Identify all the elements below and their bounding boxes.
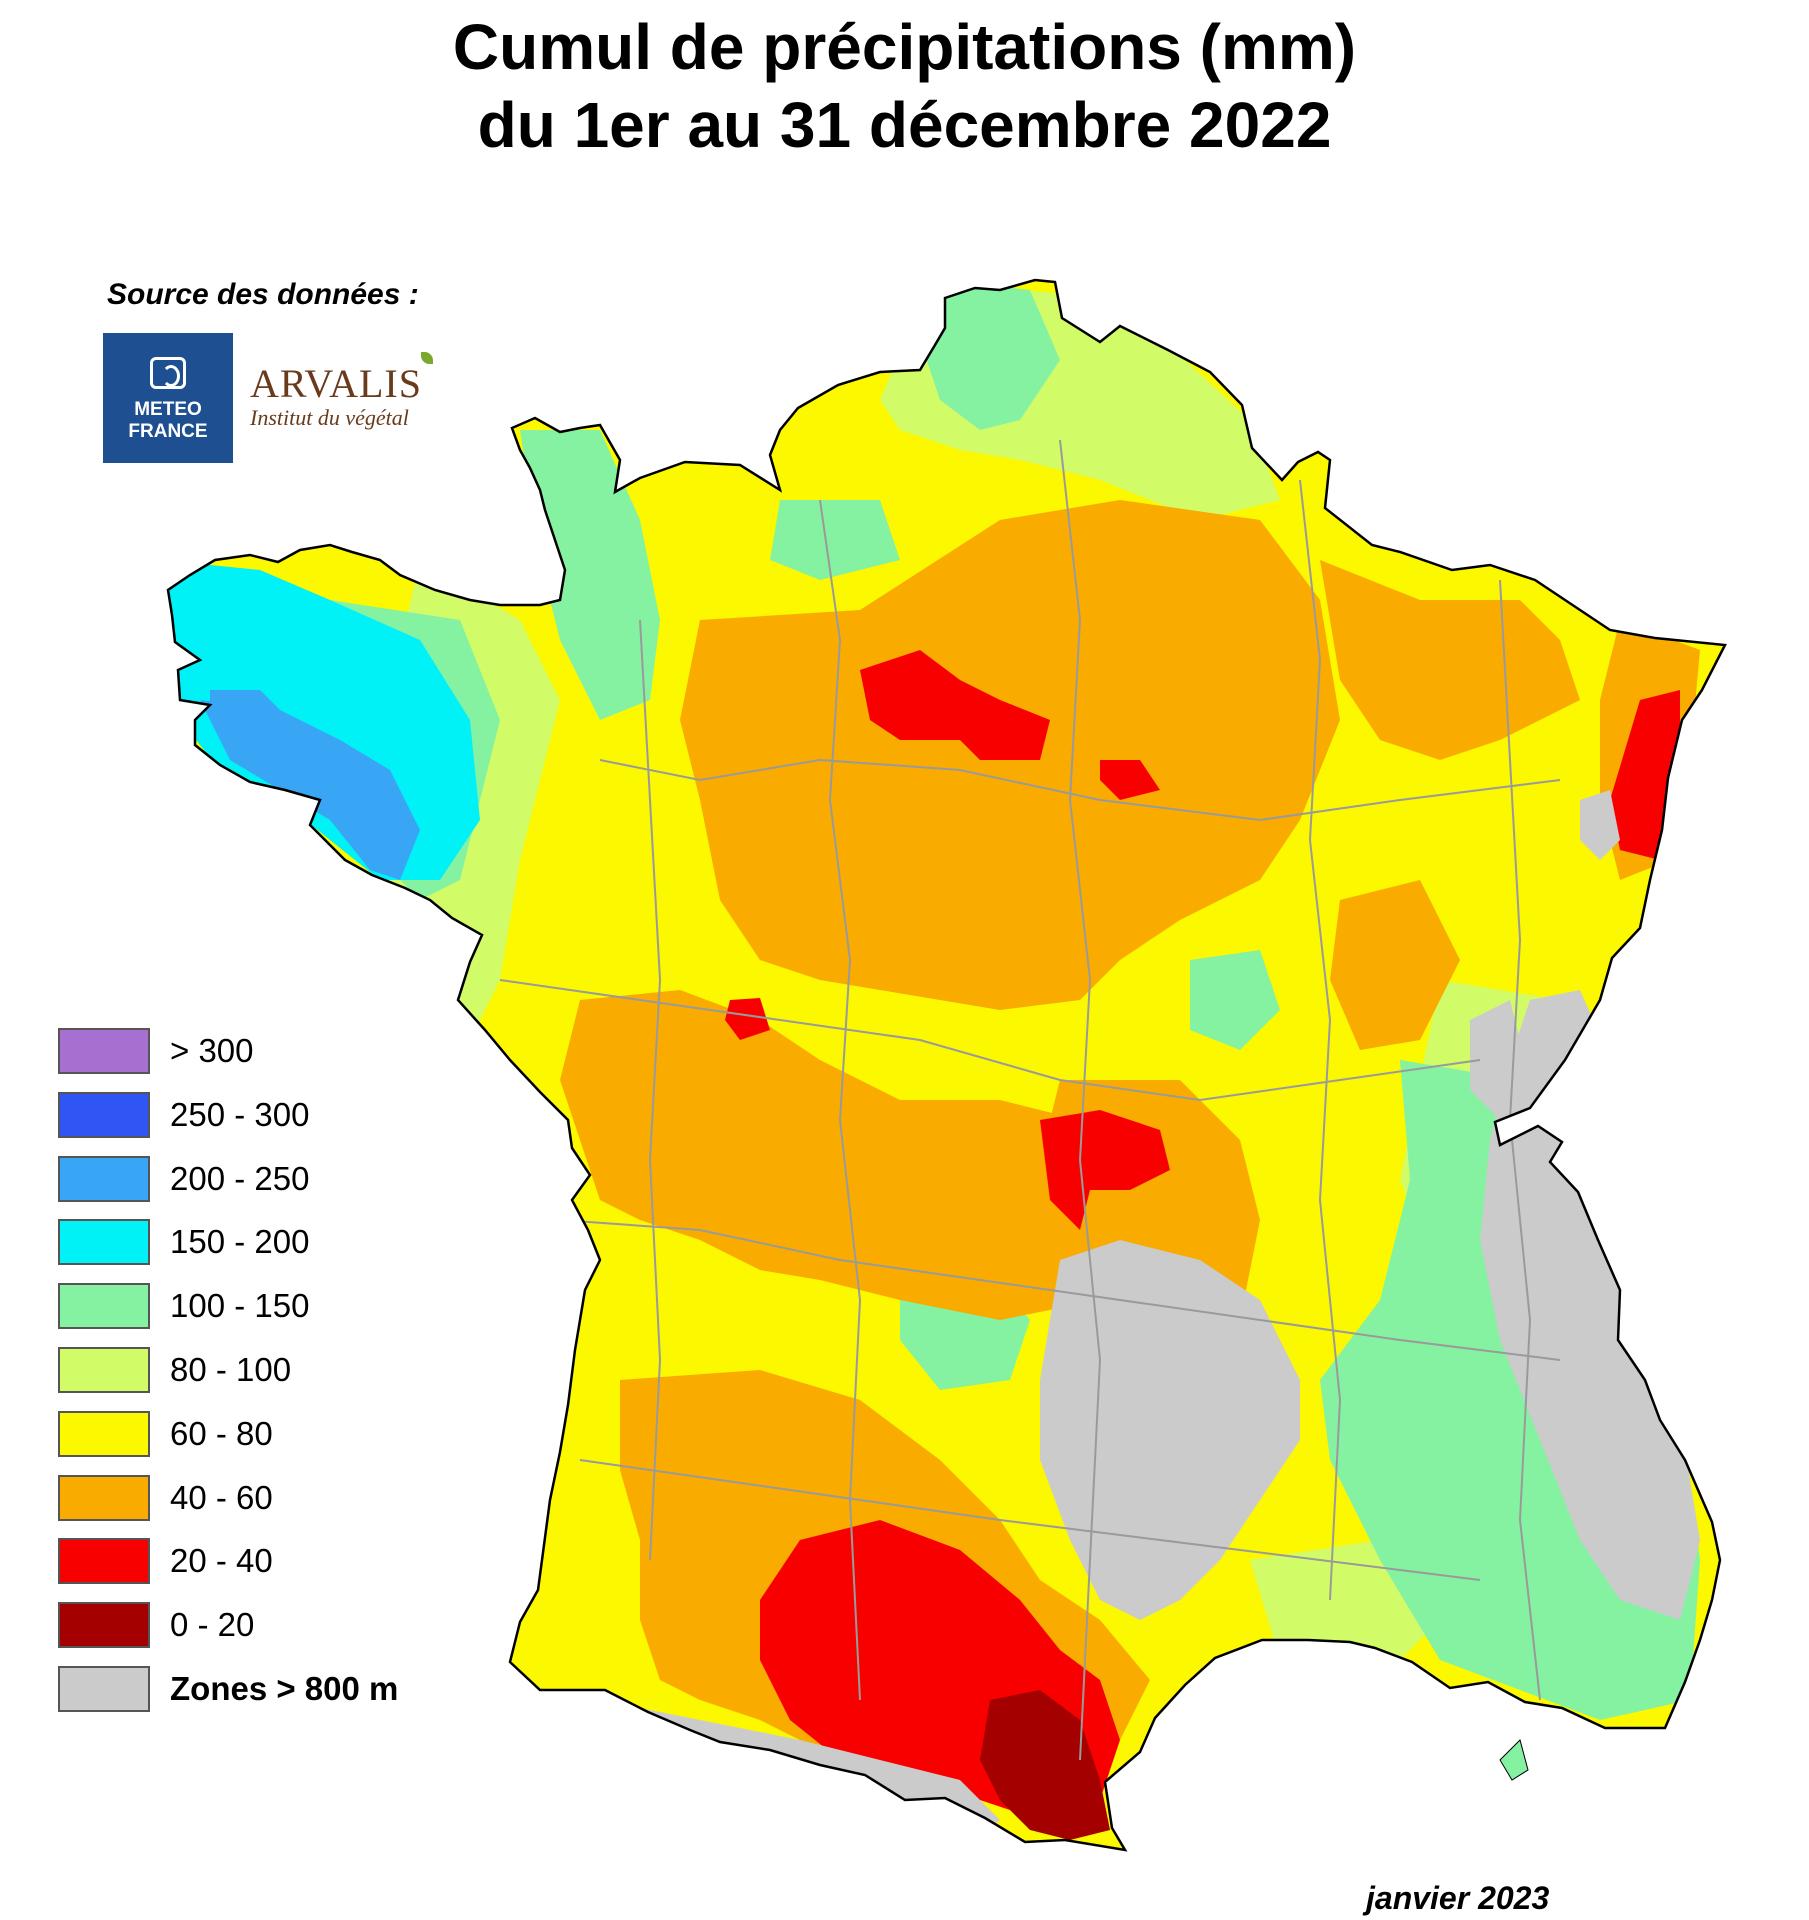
meteo-france-logo-line2: FRANCE [128, 421, 208, 442]
legend-label: Zones > 800 m [170, 1669, 399, 1707]
zone-40-60-poitou [560, 990, 1160, 1320]
arvalis-leaf-icon [421, 352, 433, 364]
legend-swatch [58, 1602, 150, 1649]
legend-label: 60 - 80 [170, 1414, 273, 1452]
zone-mountains-massif-central [1040, 1240, 1300, 1620]
legend-label: 250 - 300 [170, 1095, 310, 1133]
legend-swatch [58, 1410, 150, 1457]
date-label: janvier 2023 [1366, 1880, 1550, 1916]
legend-label: 0 - 20 [170, 1606, 255, 1644]
zone-20-40-ile-de-france [860, 650, 1050, 760]
data-source-label: Source des données : [107, 278, 419, 311]
legend-label: 80 - 100 [170, 1350, 292, 1388]
map-title: Cumul de précipitations (mm) du 1er au 3… [0, 8, 1809, 164]
coast-detail [1499, 1739, 1529, 1781]
legend-swatch [58, 1091, 150, 1138]
meteo-france-logo: METEO FRANCE [103, 333, 233, 463]
zone-100-150-flanders [920, 280, 1060, 430]
arvalis-logo-subtitle: Institut du végétal [250, 405, 409, 430]
legend-swatch [58, 1155, 150, 1202]
legend-label: 100 - 150 [170, 1287, 310, 1325]
legend-label: 200 - 250 [170, 1159, 310, 1197]
boundary-line [559, 1219, 1561, 1361]
zone-20-40-berry [1040, 1110, 1170, 1230]
zone-200-250-brittany [200, 700, 420, 880]
arvalis-logo: ARVALIS Institut du végétal [250, 352, 433, 431]
legend-swatch [58, 1665, 150, 1712]
zone-20-40-loire [725, 998, 770, 1040]
zone-20-40-champagne [1100, 760, 1160, 800]
legend-label: 40 - 60 [170, 1478, 273, 1516]
boundary-line [639, 619, 662, 1561]
zone-100-150-cotentin [520, 430, 660, 720]
meteo-france-mark-icon [150, 357, 186, 389]
zone-mountains-vosges [1580, 790, 1620, 860]
boundary-line [599, 758, 1561, 822]
legend-swatch [58, 1346, 150, 1393]
legend-label: > 300 [170, 1032, 254, 1069]
legend-swatch [58, 1219, 150, 1266]
boundary-line [499, 979, 1481, 1102]
legend-label: 20 - 40 [170, 1542, 273, 1580]
arvalis-logo-name: ARVALIS [250, 361, 422, 406]
zone-200-250-finistere [210, 690, 290, 740]
legend-swatch [58, 1283, 150, 1330]
zone-0-20-roussillon [980, 1690, 1110, 1840]
zone-100-150-normandy-coast [770, 500, 900, 580]
legend-swatch [58, 1474, 150, 1521]
zone-100-150-morvan [1190, 950, 1280, 1050]
department-boundaries [499, 439, 1561, 1761]
legend-swatch [58, 1538, 150, 1585]
boundary-line [819, 499, 862, 1701]
zone-40-60-burgundy [1330, 880, 1460, 1050]
title-line-2: du 1er au 31 décembre 2022 [477, 89, 1332, 161]
meteo-france-logo-line1: METEO [134, 399, 202, 420]
legend-swatch [58, 1028, 150, 1074]
legend-label: 150 - 200 [170, 1223, 310, 1261]
boundary-line [1059, 439, 1102, 1761]
zone-mountains-alps [1480, 990, 1700, 1620]
boundary-line [1299, 479, 1342, 1601]
title-line-1: Cumul de précipitations (mm) [452, 11, 1357, 83]
boundary-line [579, 1459, 1481, 1581]
zone-40-60-east [1320, 560, 1580, 760]
